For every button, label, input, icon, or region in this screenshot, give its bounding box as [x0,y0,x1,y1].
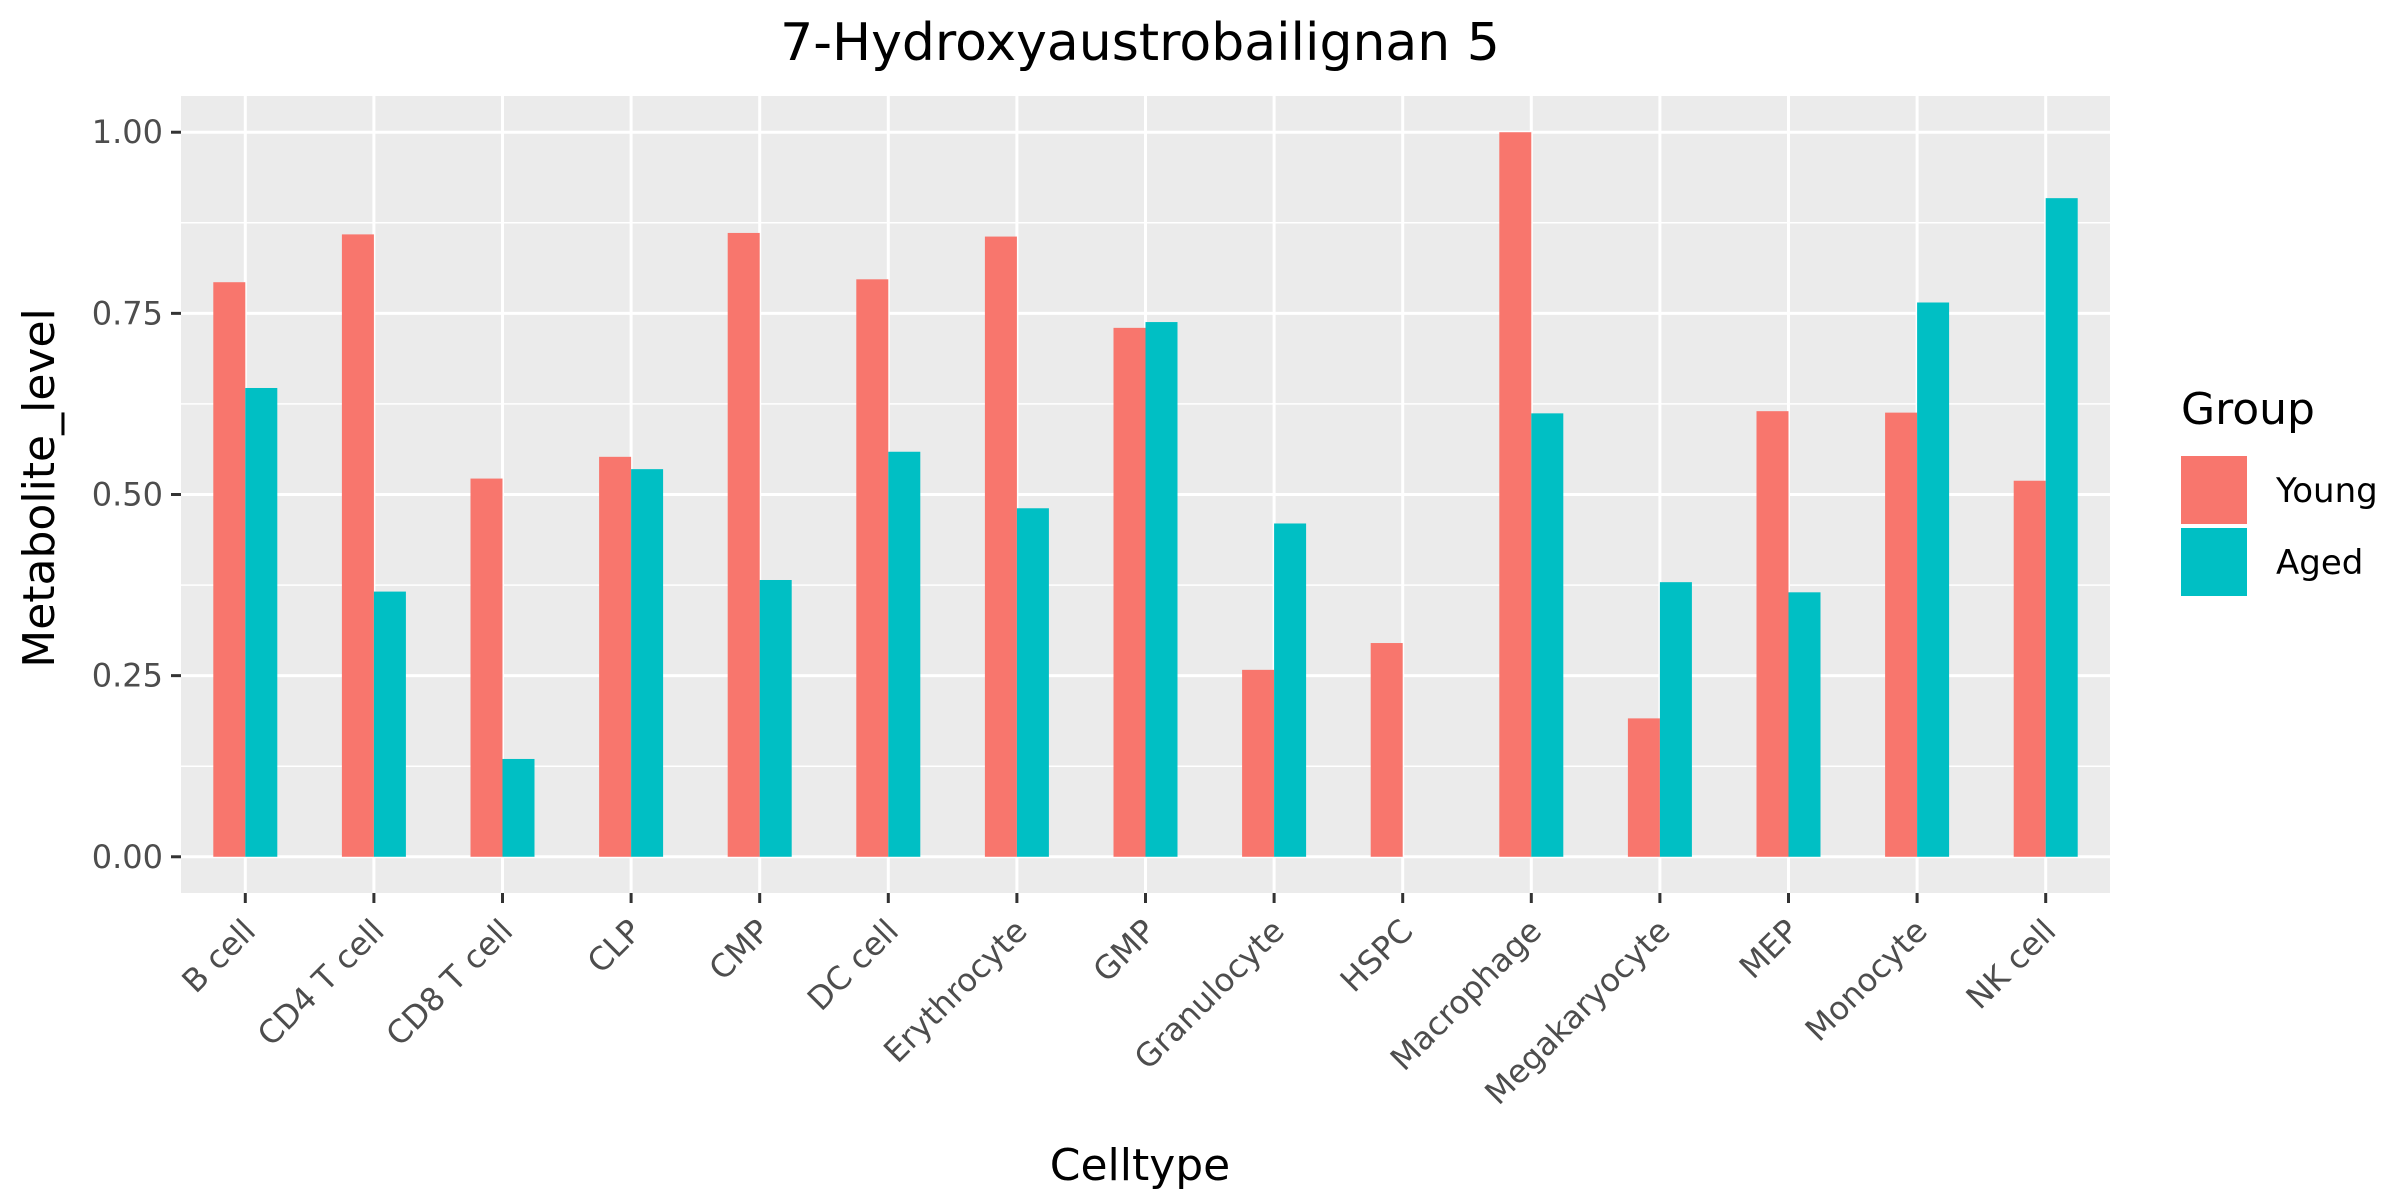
x-tick-label: CLP [580,912,649,981]
bar-aged-granulocyte [1274,523,1307,857]
y-axis-title: Metabolite_level [14,308,65,668]
bar-young-hspc [1370,643,1403,857]
legend-title: Group [2181,384,2315,435]
y-tick-label: 0.50 [92,476,163,514]
bar-aged-monocyte [1917,302,1950,857]
y-tick-label: 0.25 [92,657,163,695]
bar-aged-megakaryocyte [1659,582,1692,857]
chart-title: 7-Hydroxyaustrobailignan 5 [780,13,1500,73]
bar-young-megakaryocyte [1627,718,1660,857]
bar-young-monocyte [1885,412,1918,857]
bar-young-b-cell [213,282,246,857]
x-tick-label: HSPC [1333,912,1421,1000]
bar-young-nk-cell [2013,480,2046,857]
legend: Group Young Aged [2181,384,2378,596]
y-tick-label: 0.75 [92,294,163,332]
bar-aged-erythrocyte [1016,508,1049,857]
bar-young-clp [599,456,632,857]
legend-key-young [2181,456,2247,524]
bar-aged-mep [1788,592,1821,857]
bar-young-erythrocyte [984,236,1017,857]
bar-young-macrophage [1499,132,1532,857]
legend-key-aged [2181,528,2247,596]
x-tick-label: NK cell [1959,912,2064,1017]
x-tick-label: CMP [702,912,778,988]
bar-aged-dc-cell [888,451,921,857]
bar-aged-cd8-t-cell [502,758,535,857]
legend-items: Young Aged [2181,456,2378,596]
bar-young-mep [1756,411,1789,857]
x-tick-label: MEP [1732,912,1806,986]
bar-aged-nk-cell [2045,198,2078,857]
bar-young-cmp [727,232,760,857]
x-tick-label: GMP [1086,912,1164,990]
bar-young-cd4-t-cell [341,234,374,857]
x-axis-title: Celltype [1050,1140,1231,1191]
bar-young-cd8-t-cell [470,478,503,857]
bar-young-gmp [1113,327,1146,857]
y-tick-label: 0.00 [92,838,163,876]
x-tick-label: B cell [174,912,263,1001]
y-tick-label: 1.00 [92,113,163,151]
legend-label-young: Young [2275,471,2378,511]
bar-aged-cd4-t-cell [373,591,406,857]
x-tick-label: DC cell [800,912,906,1018]
x-tick-label: Monocyte [1798,912,1935,1049]
bar-young-granulocyte [1242,669,1275,857]
x-tick-label: CD4 T cell [250,912,392,1054]
bar-young-dc-cell [856,279,889,857]
bar-aged-macrophage [1531,413,1564,857]
legend-label-aged: Aged [2276,543,2363,583]
x-tick-label: CD8 T cell [379,912,521,1054]
bar-aged-gmp [1145,322,1178,857]
bar-aged-clp [631,469,664,857]
bar-aged-b-cell [245,387,278,857]
bar-aged-cmp [759,579,792,857]
